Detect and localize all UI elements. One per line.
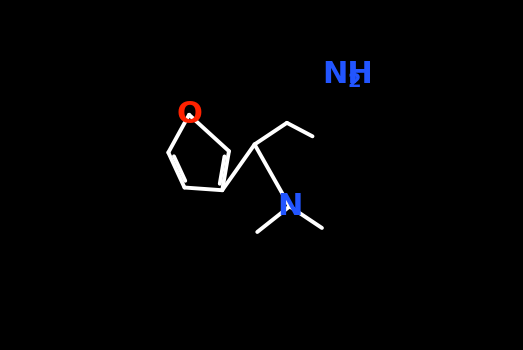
Text: 2: 2 xyxy=(348,72,361,91)
Text: NH: NH xyxy=(322,60,373,89)
Text: N: N xyxy=(277,192,302,221)
Text: O: O xyxy=(176,100,202,129)
